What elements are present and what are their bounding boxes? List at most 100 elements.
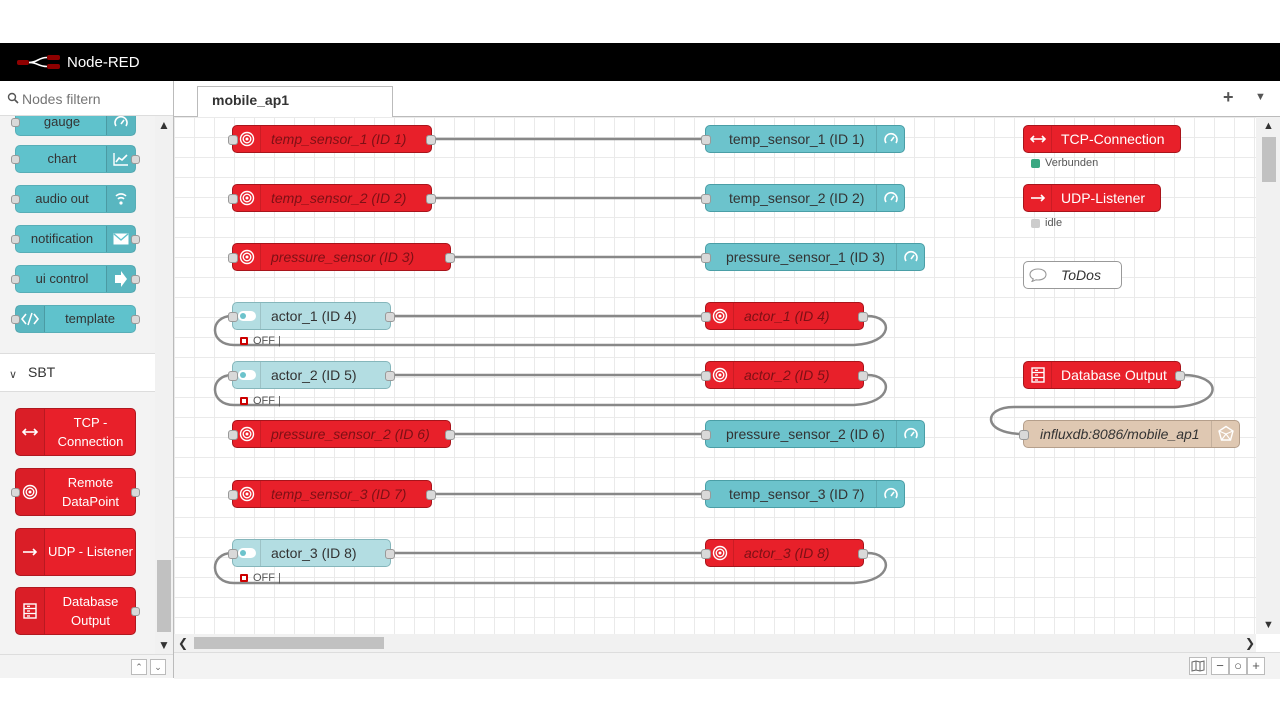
remote-datapoint-node[interactable]: pressure_sensor_2 (ID 6) xyxy=(228,420,455,448)
tab-menu-chevron-icon[interactable]: ▼ xyxy=(1255,91,1266,103)
input-port[interactable] xyxy=(228,135,238,145)
output-port[interactable] xyxy=(445,253,455,263)
udp-listener-node[interactable]: UDP-Listener xyxy=(1023,184,1161,212)
tab-label: mobile_ap1 xyxy=(212,92,290,108)
influxdb-out-node[interactable]: influxdb:8086/mobile_ap1 xyxy=(1019,420,1240,448)
remote-datapoint-node[interactable]: pressure_sensor (ID 3) xyxy=(228,243,455,271)
node-label: actor_1 (ID 4) xyxy=(744,308,830,324)
input-port[interactable] xyxy=(228,371,238,381)
output-port[interactable] xyxy=(1175,371,1185,381)
palette-node-chart[interactable]: chart xyxy=(11,145,140,173)
remote-datapoint-node[interactable]: temp_sensor_2 (ID 2) xyxy=(228,184,436,212)
remote-datapoint-node[interactable]: temp_sensor_3 (ID 7) xyxy=(228,480,436,508)
scrollbar-thumb[interactable] xyxy=(1262,137,1276,182)
scroll-down-icon[interactable]: ▼ xyxy=(1263,619,1274,631)
output-port[interactable] xyxy=(426,490,436,500)
input-port[interactable] xyxy=(701,135,711,145)
expand-all-button[interactable]: ⌄ xyxy=(150,659,166,675)
palette-node-database-output[interactable]: Database Output xyxy=(15,587,140,635)
wire[interactable] xyxy=(213,314,887,347)
output-port[interactable] xyxy=(858,312,868,322)
input-port[interactable] xyxy=(701,194,711,204)
node-label: Database Output xyxy=(1061,367,1167,383)
scroll-down-icon[interactable]: ▼ xyxy=(158,638,170,652)
input-port[interactable] xyxy=(701,371,711,381)
input-port[interactable] xyxy=(228,490,238,500)
switch-node[interactable]: actor_1 (ID 4) xyxy=(228,302,395,330)
palette-node-template[interactable]: template xyxy=(11,305,140,333)
node-label: actor_2 (ID 5) xyxy=(271,367,357,383)
palette-category-sbt[interactable]: ∨ SBT xyxy=(0,353,155,392)
remote-datapoint-node[interactable]: temp_sensor_1 (ID 1) xyxy=(228,125,436,153)
output-port[interactable] xyxy=(858,549,868,559)
canvas-vertical-scrollbar[interactable]: ▲ ▼ xyxy=(1256,117,1280,634)
palette-node-label: template xyxy=(65,311,115,327)
output-port[interactable] xyxy=(385,312,395,322)
collapse-all-button[interactable]: ⌃ xyxy=(131,659,147,675)
wire[interactable] xyxy=(213,373,887,407)
scrollbar-thumb[interactable] xyxy=(157,560,171,632)
input-port[interactable] xyxy=(701,253,711,263)
node-status: OFF | xyxy=(240,335,281,347)
gauge-node[interactable]: temp_sensor_2 (ID 2) xyxy=(701,184,905,212)
input-port[interactable] xyxy=(701,430,711,440)
input-port[interactable] xyxy=(701,312,711,322)
zoom-in-button[interactable]: + xyxy=(1247,657,1265,675)
switch-node[interactable]: actor_3 (ID 8) xyxy=(228,539,395,567)
input-port[interactable] xyxy=(228,312,238,322)
output-port[interactable] xyxy=(426,135,436,145)
remote-datapoint-node[interactable]: actor_2 (ID 5) xyxy=(701,361,868,389)
input-port[interactable] xyxy=(1019,430,1029,440)
wire[interactable] xyxy=(213,551,887,585)
input-port[interactable] xyxy=(228,253,238,263)
add-flow-icon[interactable]: + xyxy=(1223,87,1234,107)
output-port xyxy=(131,315,140,324)
palette-scrollbar[interactable]: ▲ ▼ xyxy=(155,116,173,654)
comment-node[interactable]: ToDos xyxy=(1023,261,1122,289)
input-port[interactable] xyxy=(228,549,238,559)
output-port[interactable] xyxy=(426,194,436,204)
zoom-reset-button[interactable]: ○ xyxy=(1229,657,1247,675)
gauge-node[interactable]: temp_sensor_3 (ID 7) xyxy=(701,480,905,508)
output-port[interactable] xyxy=(445,430,455,440)
remote-datapoint-node[interactable]: actor_3 (ID 8) xyxy=(701,539,868,567)
input-port[interactable] xyxy=(701,549,711,559)
output-port[interactable] xyxy=(385,549,395,559)
palette-node-tcp-connection[interactable]: TCP - Connection xyxy=(15,408,136,456)
navigator-map-icon[interactable] xyxy=(1189,657,1207,675)
input-port[interactable] xyxy=(228,194,238,204)
scroll-right-icon[interactable]: ❯ xyxy=(1245,636,1256,650)
gauge-node[interactable]: temp_sensor_1 (ID 1) xyxy=(701,125,905,153)
palette-node-ui-control[interactable]: ui control xyxy=(11,265,140,293)
canvas-horizontal-scrollbar[interactable]: ❮ ❯ xyxy=(174,634,1256,652)
database-output-node[interactable]: Database Output xyxy=(1023,361,1185,389)
palette-node-remote-datapoint[interactable]: Remote DataPoint xyxy=(11,468,140,516)
output-port[interactable] xyxy=(385,371,395,381)
scroll-left-icon[interactable]: ❮ xyxy=(178,636,189,650)
app-title: Node-RED xyxy=(67,54,140,71)
gauge-node[interactable]: pressure_sensor_1 (ID 3) xyxy=(701,243,925,271)
palette-node-gauge[interactable]: gauge xyxy=(11,116,136,136)
output-port[interactable] xyxy=(858,371,868,381)
palette-search-input[interactable] xyxy=(20,88,164,110)
scroll-up-icon[interactable]: ▲ xyxy=(158,118,170,132)
input-port[interactable] xyxy=(701,490,711,500)
palette-node-notification[interactable]: notification xyxy=(11,225,140,253)
switch-node[interactable]: actor_2 (ID 5) xyxy=(228,361,395,389)
palette-node-audio-out[interactable]: audio out xyxy=(11,185,136,213)
gauge-icon xyxy=(876,185,904,211)
wire[interactable] xyxy=(989,373,1214,436)
tcp-connection-node[interactable]: TCP-Connection xyxy=(1023,125,1181,153)
remote-datapoint-node[interactable]: actor_1 (ID 4) xyxy=(701,302,868,330)
palette-node-udp-listener[interactable]: UDP - Listener xyxy=(15,528,136,576)
input-port[interactable] xyxy=(228,430,238,440)
scroll-up-icon[interactable]: ▲ xyxy=(1263,120,1274,132)
node-label: pressure_sensor_2 (ID 6) xyxy=(271,426,430,442)
tab-mobile-ap1[interactable]: mobile_ap1 xyxy=(197,86,393,117)
gauge-icon xyxy=(876,126,904,152)
scrollbar-thumb[interactable] xyxy=(194,637,384,649)
flow-canvas[interactable]: temp_sensor_1 (ID 1) temp_sensor_1 (ID 1… xyxy=(174,117,1256,634)
zoom-out-button[interactable]: − xyxy=(1211,657,1229,675)
gauge-node[interactable]: pressure_sensor_2 (ID 6) xyxy=(701,420,925,448)
audio-icon xyxy=(106,186,135,212)
